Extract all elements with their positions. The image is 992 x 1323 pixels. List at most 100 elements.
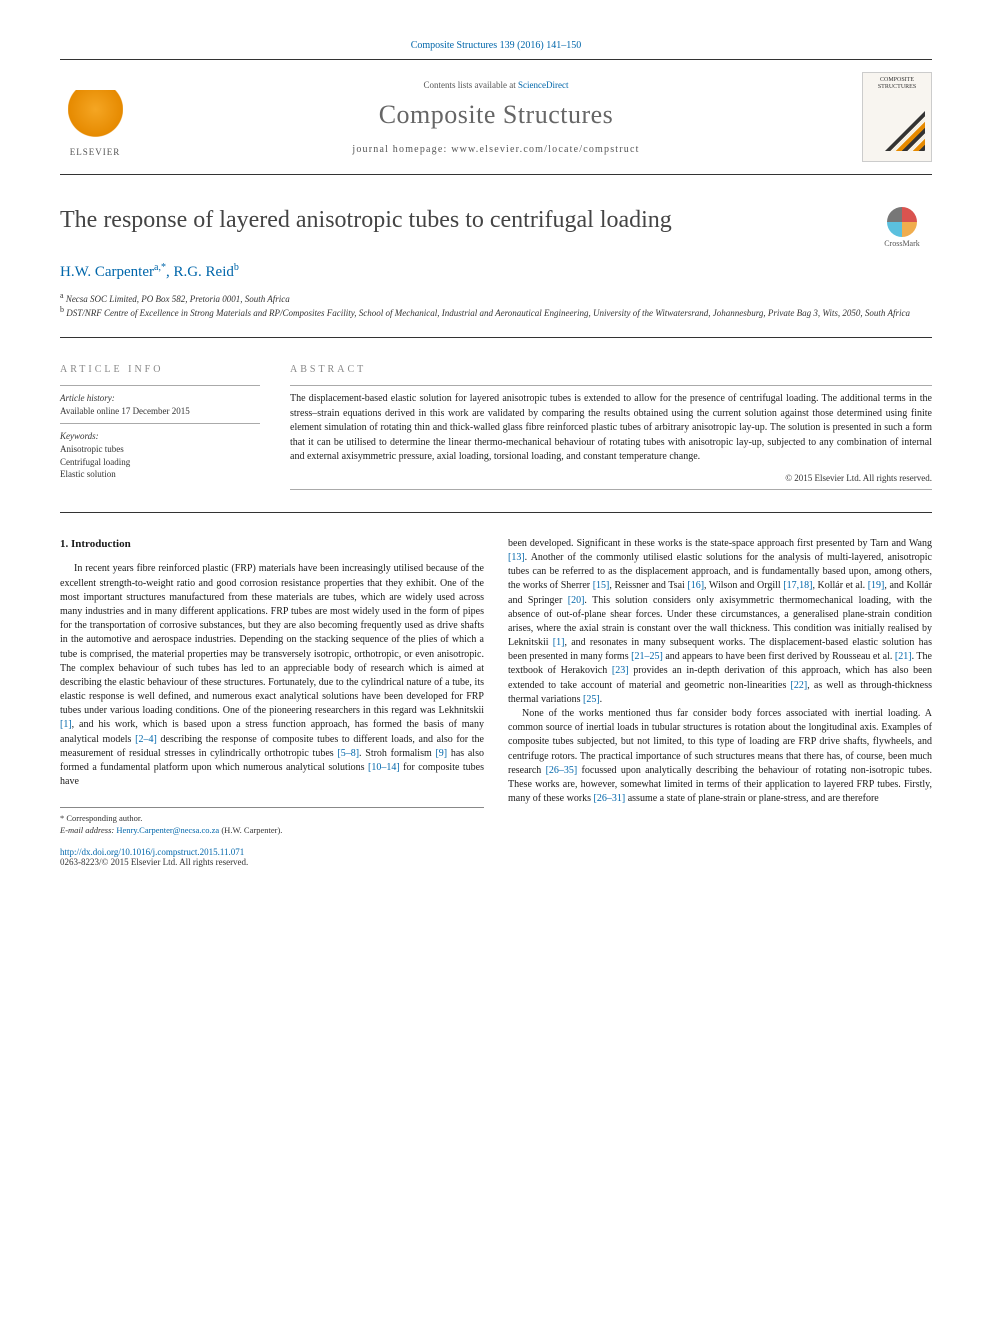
ref-2-4[interactable]: [2–4] xyxy=(135,734,157,745)
aff-b-text: DST/NRF Centre of Excellence in Strong M… xyxy=(66,308,910,318)
email-label: E-mail address: xyxy=(60,825,114,835)
p1r-seg-e: , Kollár et al. xyxy=(812,580,867,591)
article-info-column: ARTICLE INFO Article history: Available … xyxy=(60,364,260,496)
abstract-rule xyxy=(290,385,932,386)
ref-20[interactable]: [20] xyxy=(568,595,585,606)
crossmark-icon xyxy=(887,207,917,237)
contents-prefix: Contents lists available at xyxy=(424,80,518,90)
title-row: The response of layered anisotropic tube… xyxy=(60,207,932,248)
cover-label-bottom: STRUCTURES xyxy=(878,84,916,91)
ref-25[interactable]: [25] xyxy=(583,694,600,705)
body-column-right: been developed. Significant in these wor… xyxy=(508,537,932,837)
author-2-name[interactable]: R.G. Reid xyxy=(173,264,233,280)
intro-paragraph-2: None of the works mentioned thus far con… xyxy=(508,707,932,806)
abstract-label: ABSTRACT xyxy=(290,364,932,375)
corr-email-link[interactable]: Henry.Carpenter@necsa.co.za xyxy=(116,825,219,835)
issn-copyright-line: 0263-8223/© 2015 Elsevier Ltd. All right… xyxy=(60,857,248,867)
email-attribution: (H.W. Carpenter). xyxy=(221,825,282,835)
banner-center: Contents lists available at ScienceDirec… xyxy=(130,80,862,155)
mid-rule xyxy=(60,337,932,338)
ref-1[interactable]: [1] xyxy=(60,719,72,730)
info-rule-2 xyxy=(60,423,260,424)
elsevier-tree-icon xyxy=(68,90,123,145)
publisher-name: ELSEVIER xyxy=(70,147,121,157)
article-info-label: ARTICLE INFO xyxy=(60,364,260,375)
history-label: Article history: xyxy=(60,393,115,403)
ref-9[interactable]: [9] xyxy=(435,748,447,759)
body-column-left: 1. Introduction In recent years fibre re… xyxy=(60,537,484,837)
ref-17-18[interactable]: [17,18] xyxy=(783,580,812,591)
p1-seg-d: . Stroh formalism xyxy=(359,748,435,759)
keyword-1: Anisotropic tubes xyxy=(60,444,124,454)
top-rule xyxy=(60,59,932,60)
ref-19[interactable]: [19] xyxy=(868,580,885,591)
body-columns: 1. Introduction In recent years fibre re… xyxy=(60,537,932,837)
ref-1b[interactable]: [1] xyxy=(553,637,565,648)
abstract-bottom-rule xyxy=(290,489,932,490)
aff-b-sup: b xyxy=(60,305,64,314)
ref-22[interactable]: [22] xyxy=(791,680,808,691)
corr-author-email-line: E-mail address: Henry.Carpenter@necsa.co… xyxy=(60,824,484,836)
affiliation-b: b DST/NRF Centre of Excellence in Strong… xyxy=(60,305,932,319)
banner-bottom-rule xyxy=(60,174,932,175)
history-text: Available online 17 December 2015 xyxy=(60,406,190,416)
affiliations: a Necsa SOC Limited, PO Box 582, Pretori… xyxy=(60,291,932,319)
ref-13[interactable]: [13] xyxy=(508,552,525,563)
aff-a-text: Necsa SOC Limited, PO Box 582, Pretoria … xyxy=(66,294,290,304)
info-abstract-row: ARTICLE INFO Article history: Available … xyxy=(60,364,932,496)
ref-5-8[interactable]: [5–8] xyxy=(337,748,359,759)
abstract-copyright: © 2015 Elsevier Ltd. All rights reserved… xyxy=(290,473,932,483)
keyword-3: Elastic solution xyxy=(60,469,116,479)
keywords-block: Keywords: Anisotropic tubes Centrifugal … xyxy=(60,430,260,480)
crossmark-badge[interactable]: CrossMark xyxy=(872,207,932,248)
ref-23[interactable]: [23] xyxy=(612,665,629,676)
journal-banner: ELSEVIER Contents lists available at Sci… xyxy=(60,66,932,168)
p2-seg-c: assume a state of plane-strain or plane-… xyxy=(625,793,879,804)
abstract-column: ABSTRACT The displacement-based elastic … xyxy=(290,364,932,496)
section-1-heading: 1. Introduction xyxy=(60,537,484,553)
ref-21[interactable]: [21] xyxy=(895,651,912,662)
p1-seg-a: In recent years fibre reinforced plastic… xyxy=(60,563,484,716)
doi-block: http://dx.doi.org/10.1016/j.compstruct.2… xyxy=(60,847,932,867)
intro-paragraph-1: In recent years fibre reinforced plastic… xyxy=(60,562,484,789)
author-1-name[interactable]: H.W. Carpenter xyxy=(60,264,154,280)
p1r-seg-m: . xyxy=(600,694,603,705)
citation-line: Composite Structures 139 (2016) 141–150 xyxy=(60,40,932,51)
elsevier-logo: ELSEVIER xyxy=(60,77,130,157)
ref-16[interactable]: [16] xyxy=(687,580,704,591)
cover-label-top: COMPOSITE xyxy=(880,77,914,84)
journal-cover-thumbnail: COMPOSITE STRUCTURES xyxy=(862,72,932,162)
contents-available-line: Contents lists available at ScienceDirec… xyxy=(130,80,862,90)
p1r-seg-c: , Reissner and Tsai xyxy=(609,580,687,591)
keywords-label: Keywords: xyxy=(60,431,99,441)
info-rule-1 xyxy=(60,385,260,386)
article-history: Article history: Available online 17 Dec… xyxy=(60,392,260,417)
cover-graphic-icon xyxy=(885,111,925,151)
corr-author-label: * Corresponding author. xyxy=(60,812,484,824)
author-1-sup: a,* xyxy=(154,262,166,273)
homepage-line: journal homepage: www.elsevier.com/locat… xyxy=(130,144,862,155)
author-2-sup: b xyxy=(234,262,239,273)
keyword-2: Centrifugal loading xyxy=(60,457,130,467)
article-title: The response of layered anisotropic tube… xyxy=(60,207,872,234)
affiliation-a: a Necsa SOC Limited, PO Box 582, Pretori… xyxy=(60,291,932,305)
body-top-rule xyxy=(60,512,932,513)
aff-a-sup: a xyxy=(60,291,64,300)
ref-21-25[interactable]: [21–25] xyxy=(631,651,663,662)
homepage-prefix: journal homepage: xyxy=(352,144,451,155)
ref-26-31[interactable]: [26–31] xyxy=(594,793,626,804)
ref-10-14[interactable]: [10–14] xyxy=(368,762,400,773)
journal-name: Composite Structures xyxy=(130,100,862,130)
p1r-seg-i: and appears to have been first derived b… xyxy=(663,651,895,662)
author-list: H.W. Carpentera,*, R.G. Reidb xyxy=(60,262,932,281)
ref-26-35[interactable]: [26–35] xyxy=(546,765,578,776)
homepage-url[interactable]: www.elsevier.com/locate/compstruct xyxy=(451,144,639,155)
p1r-seg-d: , Wilson and Orgill xyxy=(704,580,783,591)
abstract-text: The displacement-based elastic solution … xyxy=(290,392,932,465)
crossmark-label: CrossMark xyxy=(884,239,920,248)
p1r-seg-a: been developed. Significant in these wor… xyxy=(508,538,932,549)
corresponding-author-footnote: * Corresponding author. E-mail address: … xyxy=(60,807,484,836)
doi-link[interactable]: http://dx.doi.org/10.1016/j.compstruct.2… xyxy=(60,847,244,857)
sciencedirect-link[interactable]: ScienceDirect xyxy=(518,80,568,90)
ref-15[interactable]: [15] xyxy=(593,580,610,591)
